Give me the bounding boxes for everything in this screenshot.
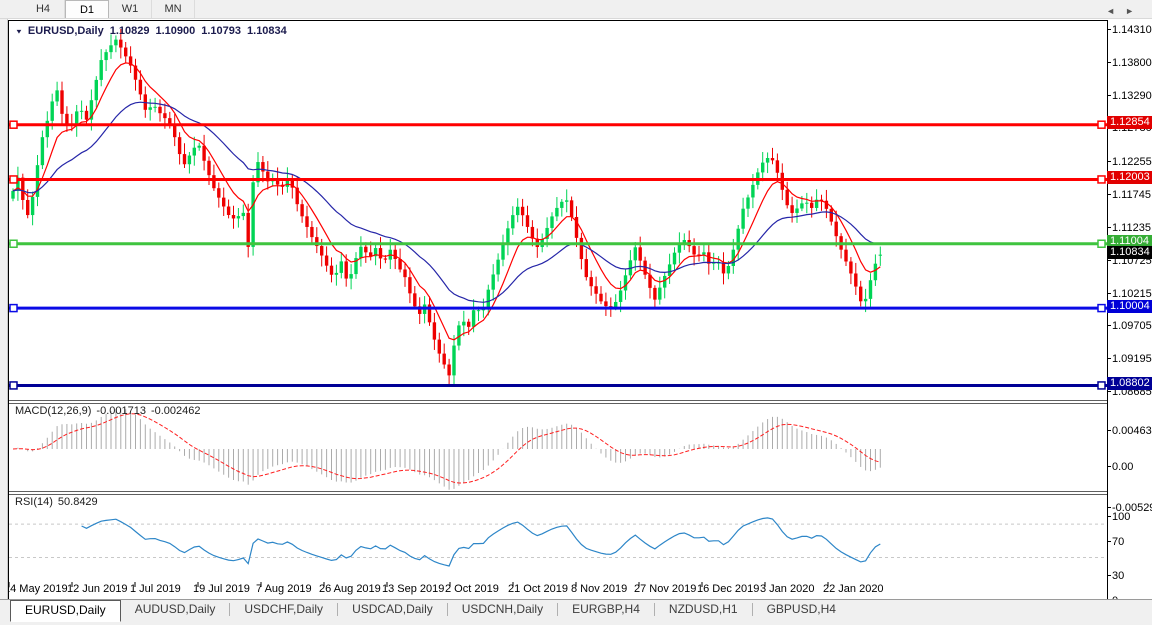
chart-title: ▼ EURUSD,Daily 1.10829 1.10900 1.10793 1.1083… (15, 25, 287, 37)
hline-handle[interactable] (1097, 381, 1106, 390)
macd-histogram (17, 408, 881, 490)
time-axis: 24 May 2019 12 Jun 2019 1 Jul 2019 19 Jul 2… (8, 581, 1106, 598)
tab-usdcnh[interactable]: USDCNH,Daily (461, 602, 544, 616)
price-axis-tick: 1.13800 (1107, 56, 1152, 69)
tab-eurusd[interactable]: EURUSD,Daily (10, 600, 121, 622)
timeframe-toolbar: H4 D1 W1 MN (0, 0, 1152, 19)
price-axis-tick: 1.09195 (1107, 353, 1152, 366)
hline-handle[interactable] (9, 239, 18, 248)
price-axis-tick: 1.13290 (1107, 89, 1152, 102)
time-axis-label: 13 Sep 2019 (382, 583, 445, 595)
symbol-dropdown-icon[interactable]: ▼ (15, 27, 23, 36)
price-tag-1.10004: 1.10004 (1107, 299, 1152, 313)
macd-indicator-label: MACD(12,26,9) -0.001713 -0.002462 (15, 405, 201, 417)
hline-handle[interactable] (9, 303, 18, 313)
hline-handle[interactable] (1097, 239, 1106, 248)
tab-eurgbp[interactable]: EURGBP,H4 (572, 602, 640, 616)
tab-nzdusd[interactable]: NZDUSD,H1 (668, 602, 738, 616)
time-axis-label: 24 May 2019 (8, 583, 68, 595)
time-axis-label: 12 Jun 2019 (67, 583, 128, 595)
tab-audusd[interactable]: AUDUSD,Daily (134, 602, 216, 616)
macd-signal-value: -0.002462 (150, 405, 201, 417)
price-chart-canvas[interactable] (9, 21, 1107, 599)
tab-separator (653, 603, 655, 616)
rsi-axis-tick: 30 (1106, 569, 1125, 582)
tab-separator (751, 603, 753, 616)
tab-gbpusd[interactable]: GBPUSD,H4 (766, 602, 836, 616)
hline-handle[interactable] (9, 120, 18, 129)
timeframe-button-mn[interactable]: MN (152, 0, 195, 18)
price-axis: 1.143101.138001.132901.127801.122551.117… (1107, 19, 1152, 599)
panel-separator-rsi[interactable] (9, 491, 1107, 495)
rsi-axis-tick: 100 (1106, 511, 1131, 523)
ohlc-low: 1.10793 (201, 25, 242, 37)
tab-separator (446, 603, 448, 616)
tab-usdcad[interactable]: USDCAD,Daily (352, 602, 433, 616)
symbol-label: EURUSD,Daily (27, 25, 104, 37)
tab-scroll-right-icon[interactable]: ► (1125, 6, 1144, 16)
window-left-gutter (0, 19, 8, 599)
rsi-line (81, 517, 881, 567)
time-axis-label: 16 Dec 2019 (697, 583, 760, 595)
rsi-value: 50.8429 (57, 496, 98, 508)
timeframe-button-d1[interactable]: D1 (65, 0, 109, 18)
moving-average-8 (12, 62, 881, 341)
price-axis-tick: 1.11235 (1107, 221, 1151, 234)
time-axis-label: 19 Jul 2019 (193, 583, 250, 595)
price-tag-1.12003: 1.12003 (1107, 170, 1152, 184)
macd-signal-line (12, 413, 881, 484)
macd-axis-tick: 0.00 (1106, 461, 1134, 473)
price-tag-1.08802: 1.08802 (1107, 376, 1152, 390)
price-axis-tick: 1.09705 (1107, 320, 1152, 333)
time-axis-label: 27 Nov 2019 (634, 583, 697, 595)
hline-handle[interactable] (1097, 303, 1106, 313)
macd-axis-tick: 0.00463 (1107, 424, 1152, 437)
time-axis-label: 8 Nov 2019 (571, 583, 628, 595)
chart-region: ▼ EURUSD,Daily 1.10829 1.10900 1.10793 1.1083… (0, 19, 1152, 607)
hline-handle[interactable] (1097, 120, 1106, 129)
price-axis-tick: 1.10215 (1107, 287, 1152, 300)
panel-separator-macd[interactable] (9, 400, 1107, 404)
macd-axis-tick: -0.005299 (1107, 502, 1152, 514)
price-tag-1.10834: 1.10834 (1107, 246, 1152, 260)
price-tag-1.12854: 1.12854 (1107, 116, 1152, 130)
hline-handle[interactable] (1097, 175, 1106, 184)
timeframe-button-w1[interactable]: W1 (109, 0, 152, 18)
tab-separator (337, 603, 339, 616)
time-axis-label: 21 Oct 2019 (508, 583, 568, 595)
time-axis-label: 2 Oct 2019 (445, 583, 499, 595)
tab-usdchf[interactable]: USDCHF,Daily (244, 602, 324, 616)
price-axis-tick: 1.11745 (1107, 189, 1151, 202)
hline-handle[interactable] (9, 381, 18, 390)
price-tag-1.11004: 1.11004 (1107, 235, 1152, 249)
price-axis-tick: 1.12255 (1107, 156, 1152, 169)
time-axis-label: 3 Jan 2020 (760, 583, 815, 595)
time-axis-label: 1 Jul 2019 (130, 583, 181, 595)
price-axis-tick: 1.14310 (1107, 24, 1152, 36)
rsi-axis-tick: 70 (1106, 536, 1125, 549)
macd-main-value: -0.001713 (96, 405, 146, 417)
moving-average-26 (12, 101, 881, 303)
hline-handle[interactable] (9, 175, 18, 184)
tab-separator (229, 603, 231, 616)
time-axis-label: 26 Aug 2019 (319, 583, 381, 595)
time-axis-label: 7 Aug 2019 (256, 583, 312, 595)
rsi-indicator-label: RSI(14) 50.8429 (15, 496, 98, 508)
chart-plot-area[interactable]: ▼ EURUSD,Daily 1.10829 1.10900 1.10793 1.1083… (8, 20, 1108, 600)
macd-axis: 0.00463 0.00 -0.005299 (1106, 19, 1152, 599)
rsi-axis: 10070300 (1106, 19, 1152, 607)
tab-scroll-arrows: ◄► (1106, 6, 1144, 16)
tab-separator (557, 603, 559, 616)
ohlc-close: 1.10834 (247, 25, 287, 37)
ohlc-open: 1.10829 (109, 25, 150, 37)
chart-tab-bar: EURUSD,Daily AUDUSD,Daily USDCHF,Daily USDC… (0, 599, 1152, 625)
timeframe-button-h4[interactable]: H4 (22, 0, 65, 18)
tab-scroll-left-icon[interactable]: ◄ (1106, 6, 1126, 16)
time-axis-label: 22 Jan 2020 (823, 583, 884, 595)
ohlc-high: 1.10900 (155, 25, 196, 37)
